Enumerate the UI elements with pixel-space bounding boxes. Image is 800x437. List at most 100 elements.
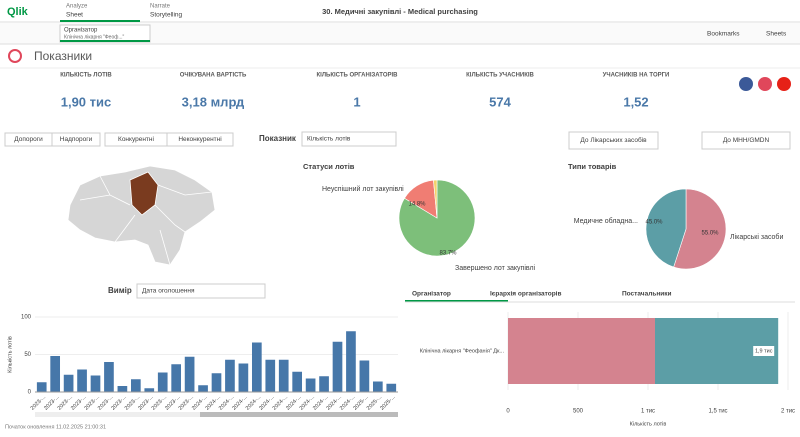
tab-label[interactable]: Narrate	[150, 4, 171, 10]
nav-button[interactable]	[701, 131, 791, 150]
kpi-value: 1,52	[623, 94, 648, 109]
dimension-dropdown-label: Дата оголошення	[142, 288, 195, 295]
kpi-value: 574	[489, 94, 511, 109]
total-label: 1,9 тис	[755, 348, 773, 354]
bar[interactable]	[171, 364, 182, 392]
sheets[interactable]: Sheets	[766, 31, 787, 38]
tab-sub[interactable]: Storytelling	[150, 12, 183, 19]
nav-button[interactable]	[568, 131, 659, 150]
youtube-icon[interactable]	[777, 77, 791, 91]
bar[interactable]	[63, 374, 74, 392]
bookmarks[interactable]: Bookmarks	[707, 31, 740, 38]
bar[interactable]	[319, 376, 329, 392]
x-axis-label: Кількість лотів	[630, 421, 667, 427]
nav-button-label: До МНН/GMDN	[723, 137, 770, 144]
kpi-label: ОЧІКУВАНА ВАРТІСТЬ	[180, 73, 247, 79]
bar[interactable]	[251, 342, 262, 393]
bar[interactable]	[211, 373, 222, 392]
bar[interactable]	[359, 360, 370, 393]
pie-slice[interactable]	[673, 188, 727, 270]
bar[interactable]	[292, 371, 303, 392]
selection-bar	[60, 40, 150, 42]
slice-value: 83.7%	[439, 251, 457, 257]
dimension-dropdown[interactable]	[136, 283, 266, 299]
filter-button[interactable]	[166, 132, 234, 147]
slice-label: Лікарські засоби	[730, 233, 783, 241]
total-label-bg	[753, 346, 775, 356]
bar[interactable]	[144, 388, 155, 392]
tab[interactable]: Постачальники	[622, 291, 672, 298]
tab[interactable]: Організатор	[412, 290, 451, 298]
sheet-title: Показники	[34, 49, 92, 63]
sheet-icon	[8, 49, 22, 63]
bar[interactable]	[346, 331, 356, 392]
kpi-label: КІЛЬКІСТЬ УЧАСНИКІВ	[466, 73, 534, 79]
kpi-value: 1,90 тис	[61, 94, 112, 109]
y-tick-label: Клінічна лікарня "Феофанія" Дк...	[420, 348, 505, 354]
kpi-value: 3,18 млрд	[182, 94, 245, 109]
bar[interactable]	[50, 356, 61, 392]
kpi-label: КІЛЬКІСТЬ ОРГАНІЗАТОРІВ	[316, 73, 398, 79]
bar-segment[interactable]	[508, 318, 655, 384]
footer: Початок оновлення 11.02.2025 21:00:31	[5, 424, 106, 430]
active-tab-bar	[405, 300, 508, 302]
slice-value: 14.8%	[408, 202, 426, 208]
y-tick-label: 100	[21, 315, 32, 321]
kpi-label: УЧАСНИКІВ НА ТОРГИ	[603, 73, 670, 79]
toolbar	[0, 23, 800, 44]
pie-slice[interactable]	[645, 188, 687, 268]
app-title: 30. Медичні закупівлі - Medical purchasi…	[322, 7, 478, 16]
measure-label: Показник	[259, 134, 297, 143]
slice-label: Неуспішний лот закупівлі	[322, 185, 404, 193]
selection-field[interactable]: Організатор	[64, 28, 98, 34]
x-tick-label: 2025-...	[379, 394, 397, 412]
facebook-icon[interactable]	[739, 77, 753, 91]
tab[interactable]: Ієрархія організаторів	[490, 290, 561, 298]
selection-value[interactable]: Клінічна лікарня "Феоф..."	[64, 34, 125, 40]
pie-slice[interactable]	[398, 179, 476, 257]
bar[interactable]	[36, 382, 47, 392]
bar[interactable]	[386, 383, 397, 392]
y-tick-label: 0	[28, 390, 32, 396]
bar[interactable]	[265, 359, 276, 392]
bar[interactable]	[117, 386, 128, 392]
x-tick-label: 1 тис	[641, 409, 655, 415]
bar[interactable]	[372, 381, 383, 393]
top-bar	[0, 0, 800, 22]
bar[interactable]	[278, 359, 289, 392]
bar[interactable]	[238, 363, 249, 393]
bar[interactable]	[77, 369, 87, 393]
chart-title: Типи товарів	[568, 162, 617, 171]
filter-button-label: Допороги	[14, 136, 43, 143]
info-icon[interactable]	[758, 77, 772, 91]
scrollbar-thumb[interactable]	[200, 412, 398, 417]
bar[interactable]	[332, 341, 343, 392]
tab-label[interactable]: Analyze	[66, 4, 88, 10]
bar[interactable]	[198, 385, 208, 392]
bar[interactable]	[305, 378, 316, 393]
active-tab-bar	[60, 20, 140, 22]
slice-value: 45.0%	[645, 220, 663, 226]
kpi-value: 1	[353, 94, 360, 109]
x-tick-label: 1,5 тис	[708, 409, 727, 415]
bar[interactable]	[225, 359, 235, 392]
slice-value: 55.0%	[701, 231, 719, 237]
bar[interactable]	[104, 362, 114, 392]
slice-label: Завершено лот закупівлі	[455, 264, 536, 272]
filter-button[interactable]	[51, 132, 101, 147]
x-tick-label: 2 тис	[781, 409, 795, 415]
bar[interactable]	[184, 356, 195, 392]
tab-sub[interactable]: Sheet	[66, 12, 83, 19]
slice-label: Медичне обладна...	[574, 217, 638, 225]
measure-dropdown[interactable]	[301, 131, 397, 147]
measure-dropdown-label: Кількість лотів	[307, 135, 351, 143]
pie-slice[interactable]	[433, 179, 438, 219]
filter-button-label: Конкурентні	[118, 135, 154, 143]
bar[interactable]	[157, 372, 168, 393]
dimension-label: Вимір	[108, 286, 132, 295]
bar[interactable]	[90, 375, 101, 393]
x-tick-label: 0	[506, 409, 510, 415]
bar[interactable]	[130, 379, 141, 392]
filter-button-label: Неконкурентні	[178, 135, 221, 143]
